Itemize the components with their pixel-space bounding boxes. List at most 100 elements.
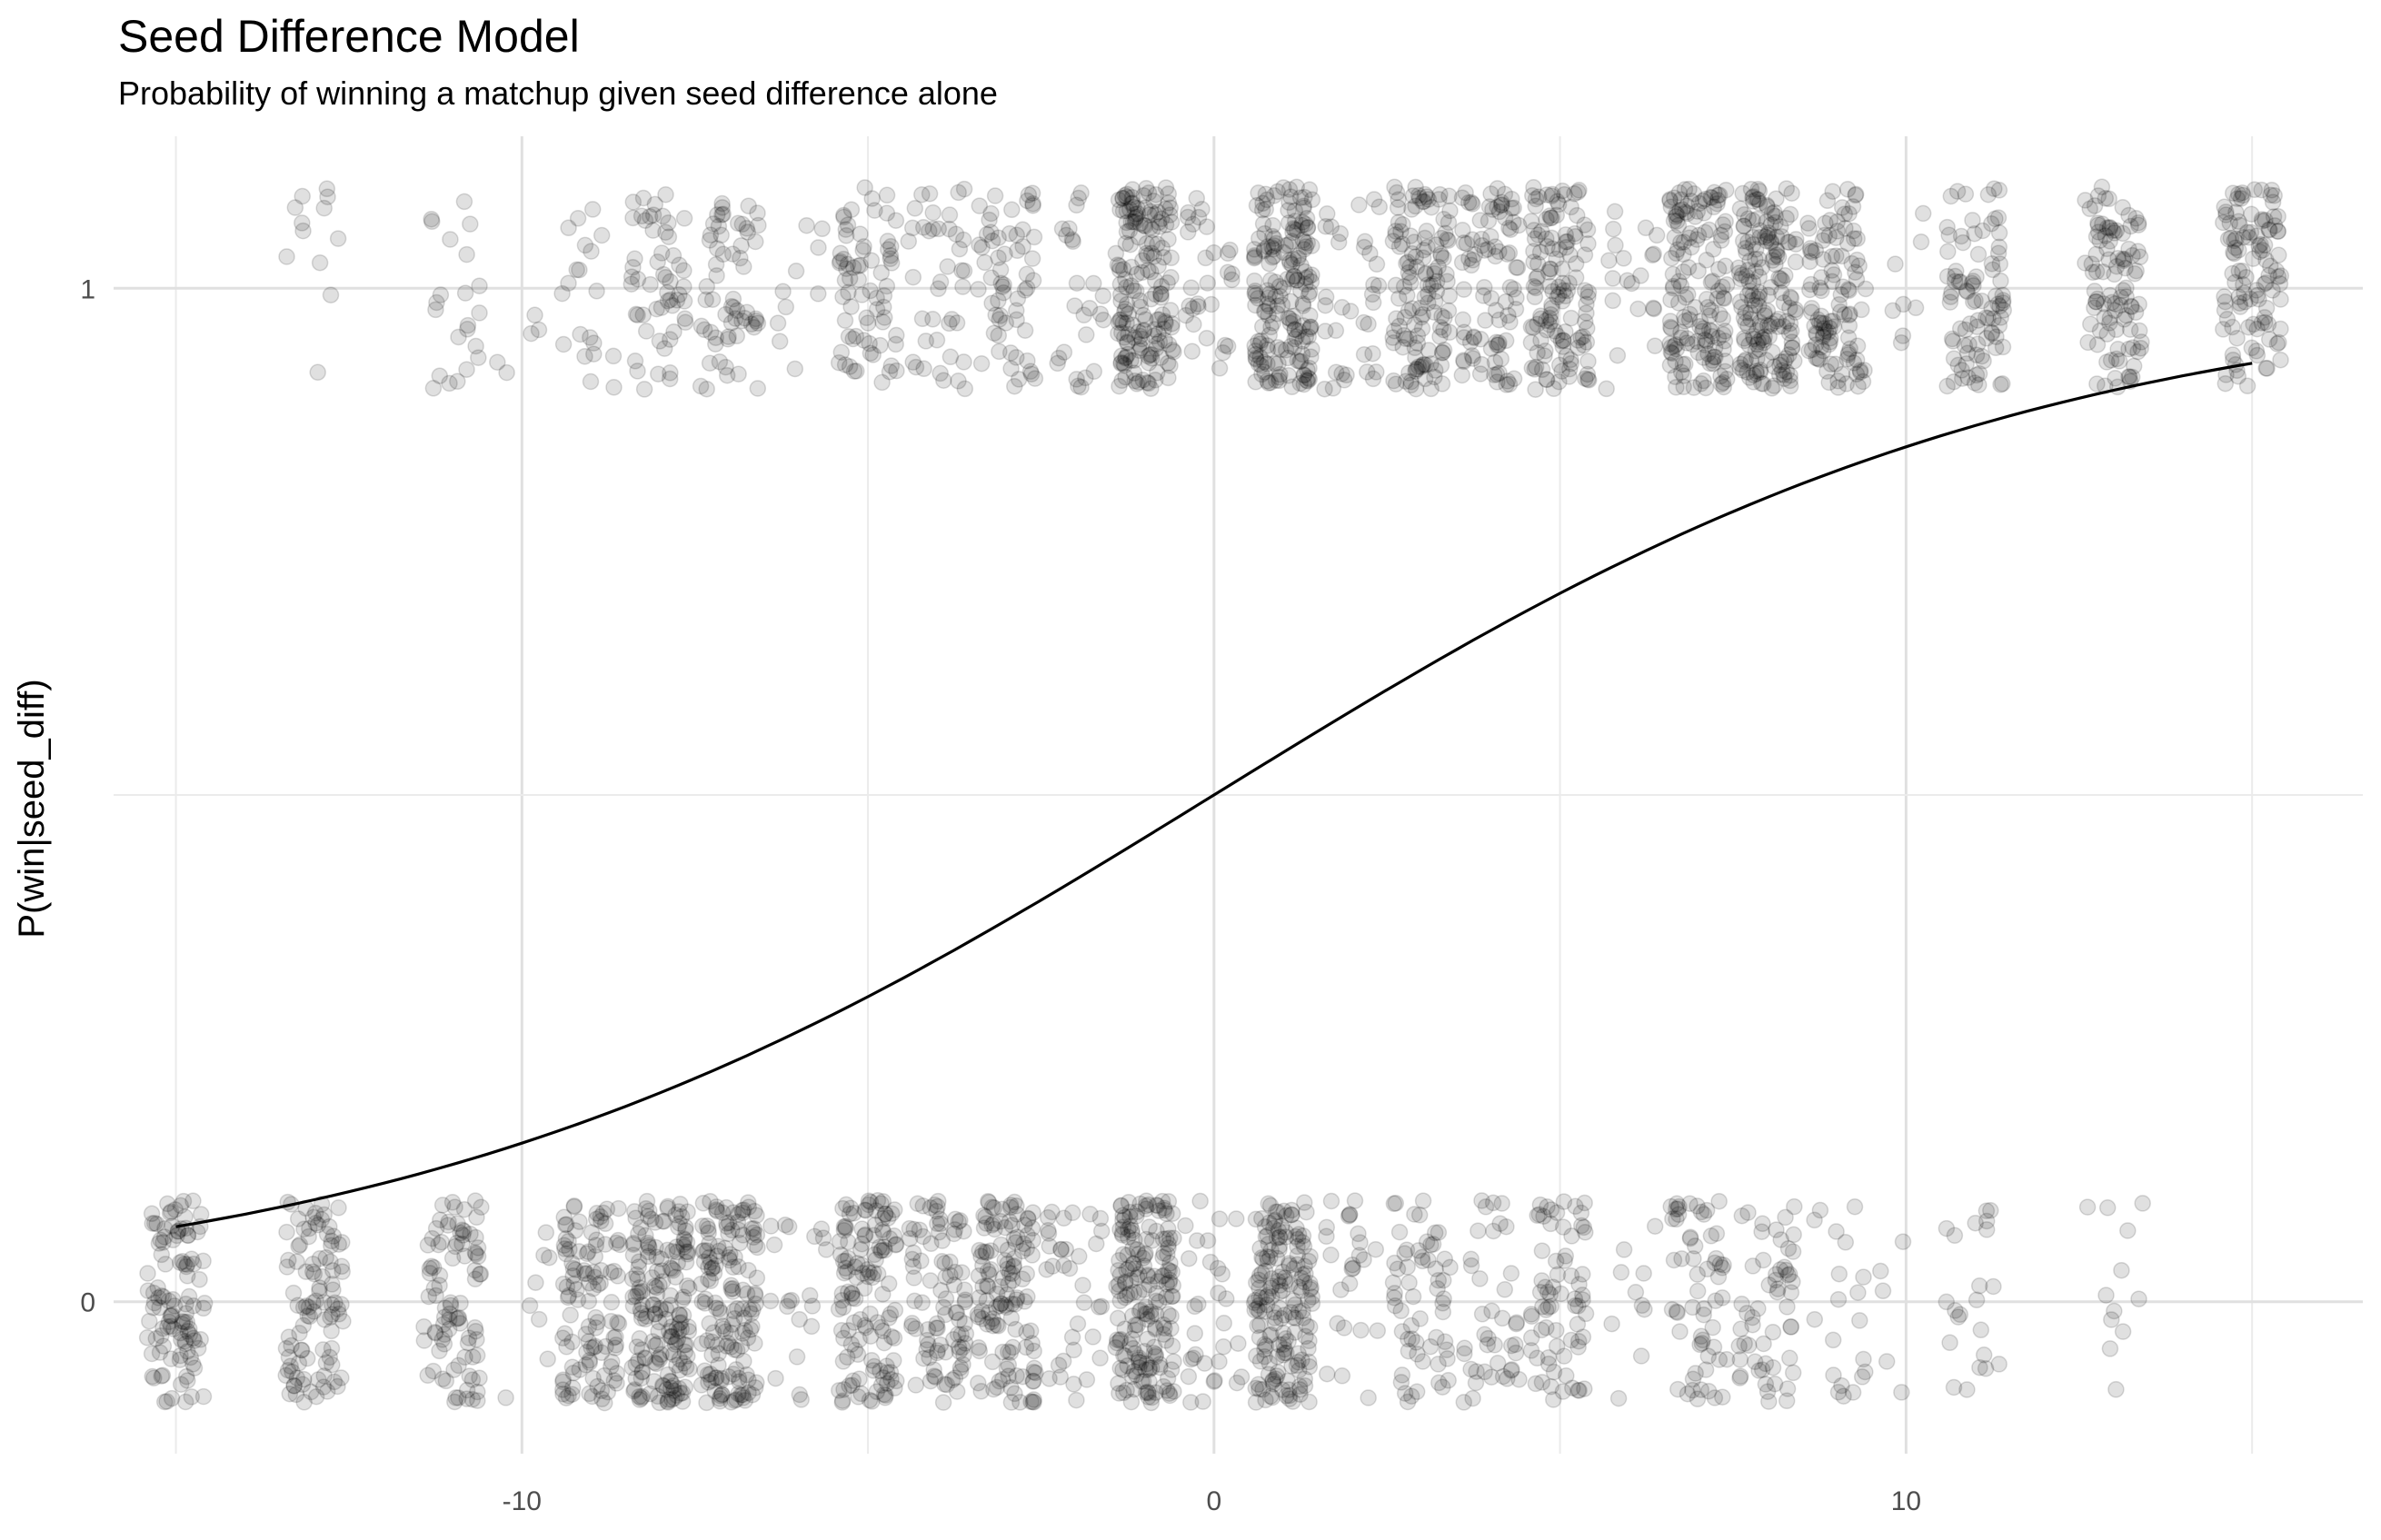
data-point: [633, 1369, 651, 1387]
data-point: [1026, 370, 1044, 387]
data-point: [1024, 196, 1041, 214]
data-point: [557, 1230, 575, 1247]
data-point: [1709, 186, 1727, 204]
data-point: [175, 1256, 194, 1273]
data-point: [639, 1243, 657, 1261]
data-point: [631, 1387, 648, 1406]
data-point: [1604, 270, 1621, 287]
data-point: [635, 381, 653, 398]
data-point: [576, 348, 593, 365]
data-point: [661, 370, 679, 388]
data-point: [164, 1307, 181, 1324]
data-point: [593, 1344, 611, 1362]
data-point: [675, 278, 692, 295]
data-point: [708, 1299, 725, 1317]
data-point: [642, 275, 659, 293]
data-point: [1496, 1281, 1514, 1298]
data-point: [654, 1377, 672, 1395]
data-point: [450, 328, 467, 346]
data-point: [585, 334, 603, 352]
data-point: [144, 1367, 161, 1386]
data-point: [1133, 263, 1151, 282]
data-point: [309, 1216, 327, 1234]
data-point: [1603, 1315, 1620, 1333]
data-point: [627, 1287, 645, 1305]
data-point: [2107, 257, 2126, 275]
data-point: [1113, 372, 1131, 390]
data-point: [1198, 329, 1216, 347]
data-point: [609, 1314, 626, 1331]
data-point: [437, 1372, 455, 1390]
data-point: [1945, 1378, 1963, 1396]
data-point: [1218, 1290, 1235, 1307]
data-point: [138, 1329, 156, 1346]
data-point: [660, 228, 678, 245]
data-point: [1111, 1267, 1130, 1284]
data-point: [1327, 363, 1345, 382]
data-point: [1084, 1328, 1101, 1346]
data-point: [1289, 1230, 1307, 1248]
data-point: [2231, 298, 2249, 315]
data-point: [163, 1203, 180, 1220]
data-point: [1131, 298, 1150, 316]
data-point: [1757, 1355, 1775, 1373]
data-point: [1705, 241, 1722, 258]
data-point: [1983, 254, 2001, 273]
data-point: [844, 330, 862, 348]
data-point: [317, 1354, 335, 1372]
data-point: [1335, 1319, 1353, 1336]
data-point: [452, 1224, 469, 1242]
data-point: [297, 1297, 315, 1315]
data-point: [1773, 272, 1791, 289]
data-point: [926, 1196, 943, 1214]
data-point: [648, 1248, 665, 1266]
data-point: [630, 1253, 648, 1270]
data-point: [530, 321, 548, 339]
data-point: [668, 1334, 685, 1351]
data-point: [725, 1302, 742, 1320]
data-point: [988, 1378, 1006, 1396]
data-point: [1350, 196, 1368, 214]
data-point: [606, 1339, 624, 1356]
data-point: [1704, 1318, 1721, 1336]
data-point: [156, 1219, 174, 1237]
data-point: [774, 283, 792, 301]
data-point: [1355, 1251, 1372, 1268]
data-point: [1085, 363, 1103, 381]
data-point: [676, 310, 693, 327]
data-point: [1577, 1224, 1594, 1241]
data-point: [1006, 1193, 1023, 1211]
data-point: [451, 1315, 469, 1332]
data-point: [881, 1230, 899, 1247]
data-point: [1399, 1258, 1416, 1276]
data-point: [791, 1310, 808, 1328]
data-point: [596, 1236, 614, 1253]
data-point: [636, 1349, 654, 1367]
data-point: [922, 1372, 940, 1390]
data-point: [1782, 290, 1800, 307]
data-point: [1025, 1359, 1043, 1377]
data-point: [654, 207, 672, 225]
data-point: [979, 1262, 997, 1280]
data-point: [163, 1389, 181, 1407]
data-point: [1692, 1381, 1710, 1398]
data-point: [1206, 1372, 1223, 1389]
data-point: [1055, 343, 1073, 361]
data-point: [307, 1292, 324, 1310]
data-point: [440, 1320, 458, 1338]
data-point: [1092, 1222, 1111, 1240]
data-point: [678, 1277, 696, 1295]
data-point: [1550, 373, 1568, 391]
data-point: [280, 1251, 297, 1269]
data-point: [1829, 1290, 1848, 1308]
data-point: [153, 1367, 170, 1385]
data-point: [1001, 344, 1020, 362]
data-point: [707, 335, 724, 353]
data-point: [1499, 1370, 1516, 1387]
data-point: [662, 1327, 680, 1346]
data-point: [322, 1308, 339, 1326]
data-point: [746, 1202, 763, 1220]
data-point: [1944, 333, 1962, 350]
data-point: [294, 222, 312, 240]
data-point: [934, 1394, 952, 1411]
